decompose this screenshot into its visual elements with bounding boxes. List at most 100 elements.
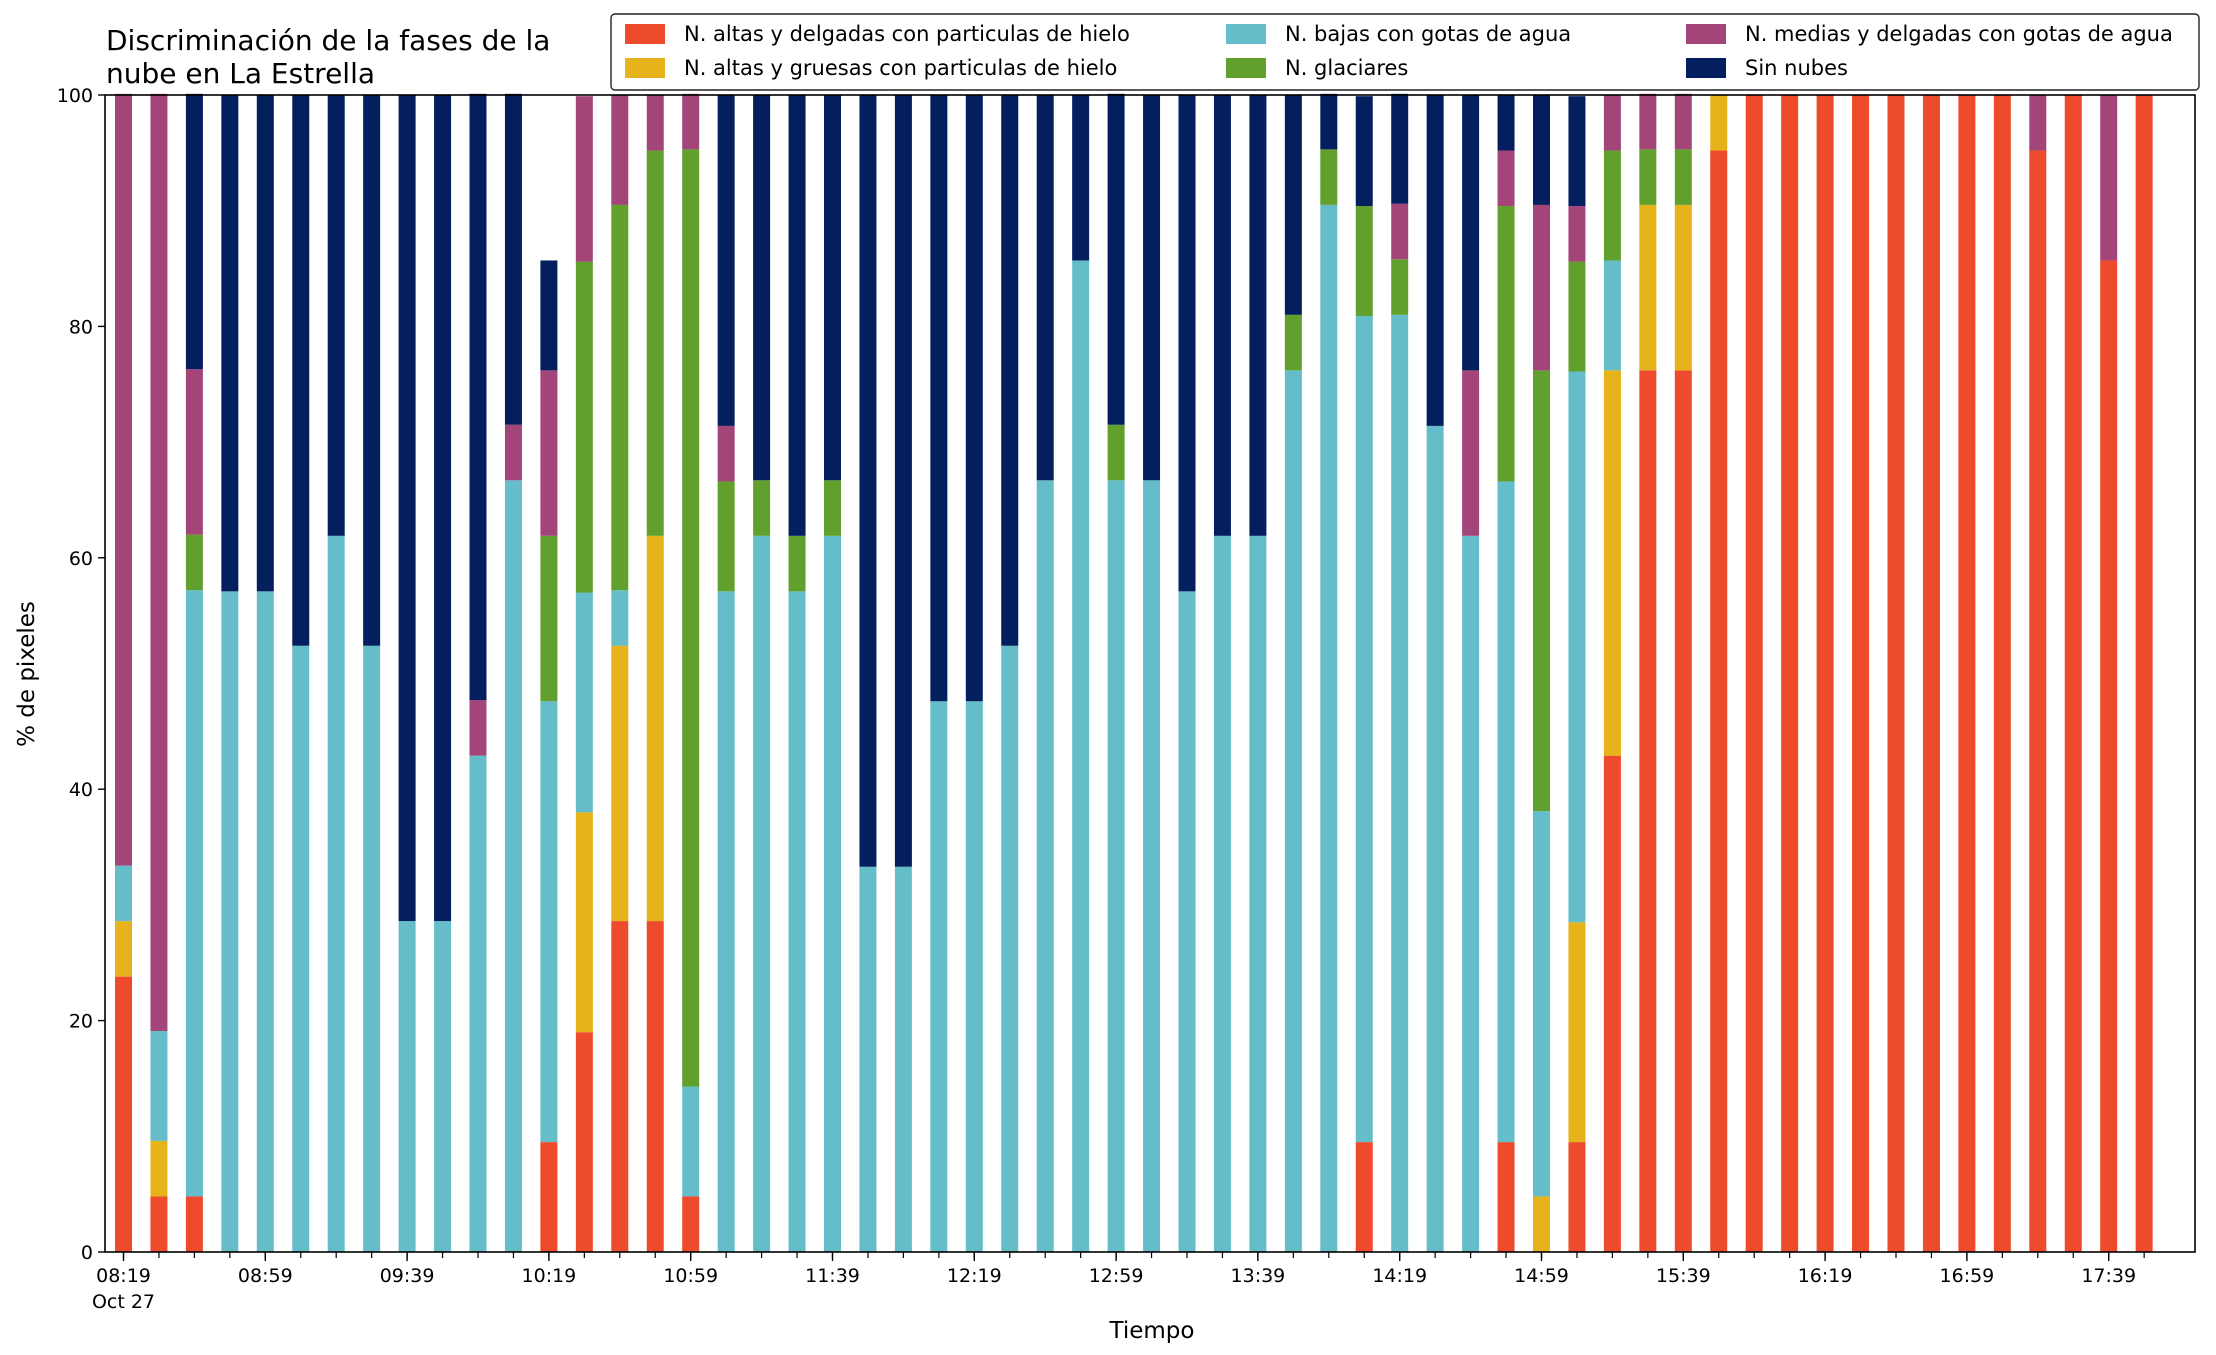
bar-segment-bajas <box>1178 591 1196 1252</box>
bar-segment-sin-nubes <box>1533 95 1550 205</box>
bar-segment-medias <box>540 370 558 536</box>
bar-segment-sin-nubes <box>504 93 522 425</box>
bar-segment-glaciares <box>1391 259 1409 315</box>
bar-segment-altas-delgadas <box>2029 150 2047 1252</box>
x-tick-label: 17:39 <box>2081 1265 2136 1287</box>
bar-segment-sin-nubes <box>185 93 203 370</box>
bar-segment-sin-nubes <box>1391 93 1409 204</box>
bar-segment-bajas <box>965 701 983 1252</box>
bar-segment-bajas <box>363 645 381 1252</box>
bar-segment-altas-delgadas <box>611 921 629 1252</box>
bar-segment-glaciares <box>1284 314 1302 371</box>
x-tick-label: 08:19 <box>96 1265 151 1287</box>
chart-title-line-1: Discriminación de la fases de la <box>106 24 550 57</box>
bar-segment-bajas <box>115 865 132 922</box>
bar-segment-bajas <box>1143 480 1161 1252</box>
bar-segment-sin-nubes <box>894 95 912 867</box>
bar-segment-altas-delgadas <box>1745 95 1763 1252</box>
bar-segment-sin-nubes <box>965 95 983 702</box>
legend: N. altas y delgadas con particulas de hi… <box>610 13 2200 91</box>
bar-segment-altas-delgadas <box>1710 150 1728 1252</box>
bar-segment-glaciares <box>1603 150 1621 261</box>
bar-segment-altas-delgadas <box>1852 95 1870 1252</box>
bar-segment-altas-gruesas <box>1568 922 1586 1143</box>
bar-segment-medias <box>1533 204 1550 371</box>
bar-segment-bajas <box>1426 425 1444 1252</box>
bar-segment-glaciares <box>1320 149 1338 205</box>
y-tick-label: 100 <box>57 85 93 107</box>
legend-label: N. altas y gruesas con particulas de hie… <box>684 56 1117 80</box>
bar-segment-bajas <box>682 1086 700 1197</box>
legend-label: N. medias y delgadas con gotas de agua <box>1745 22 2173 46</box>
bar-segment-sin-nubes <box>824 95 841 481</box>
bar-segment-altas-delgadas <box>1639 370 1657 1252</box>
bar-segment-sin-nubes <box>1320 93 1338 150</box>
bar-segment-altas-delgadas <box>1993 95 2011 1252</box>
bar-segment-medias <box>1568 206 1586 262</box>
bar-segment-altas-delgadas <box>575 1032 593 1252</box>
bar-segment-bajas <box>930 701 948 1252</box>
bar-segment-glaciares <box>646 150 664 536</box>
bar-segment-sin-nubes <box>327 95 345 536</box>
bar-segment-bajas <box>221 591 239 1252</box>
bar-segment-glaciares <box>611 204 629 591</box>
bar-segment-glaciares <box>1107 424 1125 481</box>
bar-segment-sin-nubes <box>1143 95 1161 481</box>
x-tick-label: 12:19 <box>947 1265 1002 1287</box>
legend-swatch <box>625 24 665 44</box>
bar-segment-bajas <box>150 1031 168 1141</box>
bar-segment-altas-delgadas <box>2100 260 2118 1252</box>
bar-segment-bajas <box>717 591 735 1252</box>
plot-frame <box>104 94 2196 1253</box>
bar-segment-bajas <box>1355 315 1373 1143</box>
bar-segment-sin-nubes <box>930 95 948 702</box>
x-tick-sublabel: Oct 27 <box>92 1291 155 1313</box>
bar-segment-medias <box>1603 95 1621 151</box>
bar-segment-bajas <box>1462 535 1480 1252</box>
bar-segment-medias <box>646 95 664 151</box>
bar-segment-altas-delgadas <box>1355 1142 1373 1252</box>
legend-label: N. bajas con gotas de agua <box>1285 22 1571 46</box>
bar-segment-bajas <box>327 535 345 1252</box>
bar-segment-bajas <box>611 590 629 646</box>
bar-segment-medias <box>1639 93 1657 150</box>
bar-segment-bajas <box>504 480 522 1252</box>
bar-segment-altas-delgadas <box>1568 1142 1586 1252</box>
bar-segment-altas-delgadas <box>1958 95 1976 1252</box>
bar-segment-altas-gruesas <box>115 921 132 977</box>
x-tick-label: 09:39 <box>380 1265 435 1287</box>
bar-segment-bajas <box>1497 481 1515 1143</box>
bar-segment-glaciares <box>717 481 735 592</box>
bar-segment-medias <box>469 700 487 756</box>
x-tick-label: 16:19 <box>1798 1265 1853 1287</box>
bar-segment-medias <box>185 369 203 535</box>
y-tick-label: 20 <box>69 1011 93 1033</box>
y-tick-label: 40 <box>69 779 93 801</box>
bar-segment-altas-delgadas <box>115 976 132 1252</box>
bar-segment-sin-nubes <box>1178 95 1196 592</box>
bar-segment-bajas <box>1249 535 1267 1252</box>
bar-segment-bajas <box>1391 314 1409 1253</box>
bar-segment-glaciares <box>1497 206 1515 482</box>
bar-segment-bajas <box>1320 204 1338 1252</box>
bar-segment-medias <box>115 93 132 866</box>
x-tick-label: 11:39 <box>805 1265 860 1287</box>
bar-segment-sin-nubes <box>256 95 274 592</box>
bar-segment-medias <box>2100 95 2118 261</box>
bar-segment-bajas <box>1533 811 1550 1197</box>
bar-segment-altas-gruesas <box>1603 370 1621 756</box>
legend-swatch <box>1226 24 1266 44</box>
bar-segment-sin-nubes <box>1249 95 1267 536</box>
bar-segment-glaciares <box>824 480 841 536</box>
bar-segment-bajas <box>398 921 416 1252</box>
bar-segment-sin-nubes <box>221 95 239 592</box>
bar-segment-bajas <box>1568 371 1586 923</box>
x-tick-label: 12:59 <box>1089 1265 1144 1287</box>
legend-swatch <box>1686 58 1726 78</box>
bar-segment-altas-gruesas <box>575 812 593 1033</box>
bar-segment-sin-nubes <box>398 95 416 922</box>
x-axis-label: Tiempo <box>1109 1318 1195 1344</box>
bar-segment-bajas <box>1036 480 1054 1252</box>
bar-segment-medias <box>717 425 735 482</box>
bar-segment-bajas <box>753 535 771 1252</box>
